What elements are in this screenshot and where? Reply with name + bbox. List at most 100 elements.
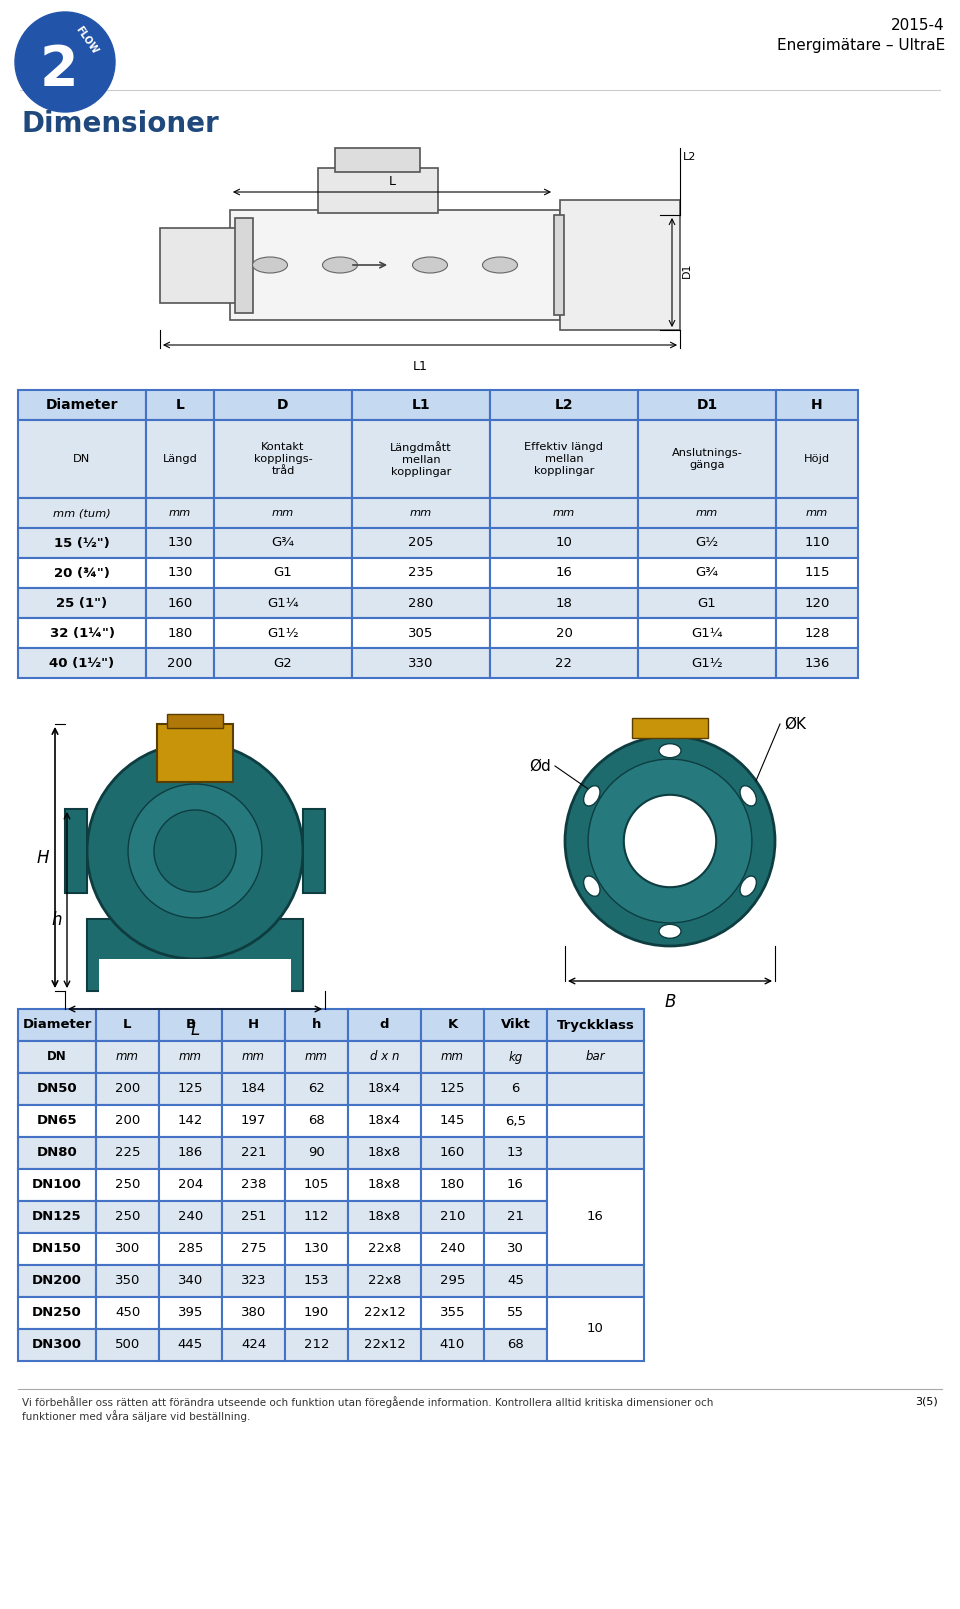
Bar [18,420,146,499]
Bar [352,648,490,677]
Text: 180: 180 [440,1178,466,1192]
Bar [352,389,490,420]
Text: 115: 115 [804,566,829,579]
Text: h: h [312,1018,322,1031]
Bar [18,1105,96,1138]
Text: D1: D1 [696,397,718,412]
Bar [18,1170,96,1200]
Text: 10: 10 [556,536,572,550]
Text: kg: kg [509,1051,522,1064]
Text: 20: 20 [556,626,572,639]
Text: mm: mm [169,508,191,518]
Text: mm: mm [410,508,432,518]
Bar [776,648,858,677]
Text: G1¼: G1¼ [691,626,723,639]
Text: 197: 197 [241,1115,266,1128]
Circle shape [588,759,752,924]
Bar [638,499,776,528]
Bar [484,1041,547,1073]
Text: 130: 130 [303,1242,329,1255]
Text: DN150: DN150 [32,1242,82,1255]
Text: ØK: ØK [784,716,806,732]
Bar [159,1329,222,1361]
Text: 136: 136 [804,656,829,669]
Text: 295: 295 [440,1274,466,1287]
Bar [159,1265,222,1297]
Text: 2: 2 [39,43,79,97]
Bar [348,1170,421,1200]
Bar [421,1041,484,1073]
Bar [18,1073,96,1105]
Bar [421,1170,484,1200]
Text: mm: mm [696,508,718,518]
Text: 275: 275 [241,1242,266,1255]
Text: 62: 62 [308,1083,324,1096]
Text: 424: 424 [241,1339,266,1352]
Bar [348,1041,421,1073]
Text: 22x8: 22x8 [368,1274,401,1287]
Bar [222,1265,285,1297]
Text: Energimätare – UltraE: Energimätare – UltraE [777,39,945,53]
Bar [96,1265,159,1297]
Bar [159,1200,222,1232]
Text: Effektiv längd
mellan
kopplingar: Effektiv längd mellan kopplingar [524,442,604,476]
Text: 323: 323 [241,1274,266,1287]
Text: 240: 240 [440,1242,466,1255]
Bar [285,1009,348,1041]
Text: D1: D1 [682,262,692,278]
Text: Kontakt
kopplings-
tråd: Kontakt kopplings- tråd [253,442,312,476]
Bar [18,1232,96,1265]
Text: 190: 190 [304,1307,329,1319]
Text: d: d [380,1018,389,1031]
Bar [157,724,233,782]
Text: Dimensioner: Dimensioner [22,109,220,138]
Bar [638,648,776,677]
Bar [285,1138,348,1170]
Bar [490,587,638,618]
Bar [96,1138,159,1170]
Bar [96,1232,159,1265]
Bar [484,1138,547,1170]
Circle shape [128,784,262,919]
Bar [638,420,776,499]
Text: 300: 300 [115,1242,140,1255]
Text: 305: 305 [408,626,434,639]
Bar [285,1200,348,1232]
Text: L: L [190,1022,200,1039]
Bar [776,558,858,587]
Text: 355: 355 [440,1307,466,1319]
Bar [285,1232,348,1265]
Text: Anslutnings-
gänga: Anslutnings- gänga [672,449,742,470]
Text: 180: 180 [167,626,193,639]
Circle shape [87,743,303,959]
Text: mm: mm [116,1051,139,1064]
Text: 145: 145 [440,1115,466,1128]
Bar [18,558,146,587]
Text: 3(5): 3(5) [915,1397,938,1406]
Text: 16: 16 [507,1178,524,1192]
Text: 22x12: 22x12 [364,1339,405,1352]
Text: K: K [447,1018,458,1031]
Bar [554,216,564,315]
Bar [222,1297,285,1329]
Text: 210: 210 [440,1210,466,1223]
Text: mm: mm [305,1051,328,1064]
Ellipse shape [584,785,600,806]
Bar [490,648,638,677]
Text: 105: 105 [303,1178,329,1192]
Text: 251: 251 [241,1210,266,1223]
Text: 128: 128 [804,626,829,639]
Text: 200: 200 [115,1115,140,1128]
Bar [776,587,858,618]
Bar [490,420,638,499]
Text: G¾: G¾ [695,566,718,579]
Bar [484,1265,547,1297]
Text: mm: mm [805,508,828,518]
Ellipse shape [413,257,447,274]
Bar [421,1138,484,1170]
Bar [96,1073,159,1105]
Text: 450: 450 [115,1307,140,1319]
Ellipse shape [740,875,756,896]
Text: 68: 68 [507,1339,524,1352]
Bar [146,618,214,648]
